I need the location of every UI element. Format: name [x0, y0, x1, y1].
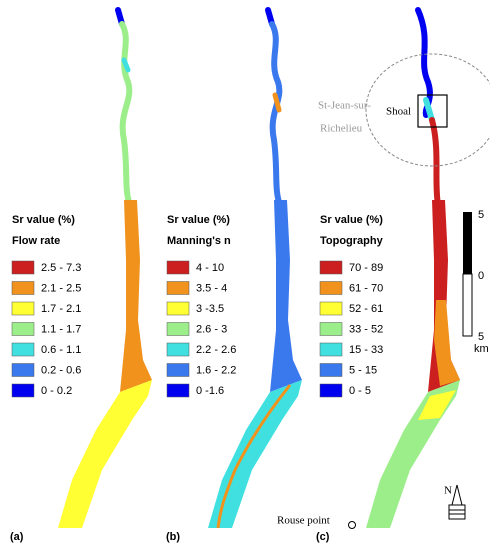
legend-label: 15 - 33	[349, 344, 383, 356]
legend-label: 2.1 - 2.5	[41, 282, 81, 294]
legend-swatch	[319, 301, 343, 316]
legend-swatch	[166, 363, 190, 377]
legend-label: 3 -3.5	[196, 303, 224, 315]
legend-swatch	[11, 363, 35, 377]
legend-title: Sr value (%)	[167, 214, 230, 226]
river-b	[265, 7, 283, 208]
north-arrow	[448, 484, 466, 520]
legend-swatch	[166, 322, 190, 336]
river-c-mid2	[434, 300, 460, 386]
river-a-low	[58, 380, 152, 528]
scale-bar-bottom	[462, 273, 473, 337]
legend-label: 1.1 - 1.7	[41, 323, 81, 335]
rouse-point-label: Rouse point	[277, 515, 330, 527]
scale-label: 0	[478, 270, 484, 282]
legend-swatch	[11, 301, 35, 316]
legend-swatch	[166, 301, 190, 316]
river-b-mid	[270, 200, 302, 392]
river-b-low	[208, 380, 302, 528]
scale-bar-top	[463, 212, 472, 274]
river-a	[115, 7, 133, 208]
legend-swatch	[166, 383, 190, 398]
place-label: St-Jean-sur-	[318, 100, 371, 112]
legend-label: 2.6 - 3	[196, 323, 227, 335]
panel-label: (a)	[10, 531, 24, 543]
legend-swatch	[11, 342, 35, 357]
legend-title: Sr value (%)	[12, 214, 75, 226]
legend-swatch	[11, 322, 35, 336]
legend-label: 0 - 0.2	[41, 385, 72, 397]
place-label: Richelieu	[320, 123, 363, 135]
legend-label: 61 - 70	[349, 282, 383, 294]
legend-label: 0.2 - 0.6	[41, 364, 81, 376]
shoal-box	[417, 94, 448, 128]
rouse-point-marker	[348, 521, 356, 529]
north-label: N	[444, 485, 452, 497]
panel-label: (c)	[316, 531, 330, 543]
legend-label: 1.6 - 2.2	[196, 364, 236, 376]
legend-label: 2.5 - 7.3	[41, 262, 81, 274]
legend-swatch	[166, 342, 190, 357]
river-a-mid	[120, 200, 152, 392]
legend-label: 33 - 52	[349, 323, 383, 335]
legend-subtitle: Flow rate	[12, 235, 60, 247]
legend-swatch	[166, 281, 190, 295]
legend-swatch	[319, 322, 343, 336]
legend-swatch	[166, 260, 190, 275]
legend-label: 0 - 5	[349, 385, 371, 397]
legend-swatch	[319, 342, 343, 357]
legend-swatch	[11, 260, 35, 275]
scale-label: 5	[478, 331, 484, 343]
panel-label: (b)	[166, 531, 180, 543]
legend-label: 3.5 - 4	[196, 282, 227, 294]
legend-swatch	[319, 363, 343, 377]
river-b-channel	[216, 384, 292, 529]
legend-subtitle: Topography	[320, 235, 384, 247]
legend-title: Sr value (%)	[320, 214, 383, 226]
legend-swatch	[319, 260, 343, 275]
legend-subtitle: Manning's n	[167, 235, 231, 247]
legend-label: 0 -1.6	[196, 385, 224, 397]
legend-label: 4 - 10	[196, 262, 224, 274]
river-c-low2	[418, 390, 456, 420]
legend-label: 2.2 - 2.6	[196, 344, 236, 356]
river-c	[415, 7, 441, 208]
legend-label: 70 - 89	[349, 262, 383, 274]
scale-label: 5	[478, 209, 484, 221]
shoal-label: Shoal	[386, 106, 411, 118]
legend-label: 0.6 - 1.1	[41, 344, 81, 356]
legend-label: 5 - 15	[349, 364, 377, 376]
legend-label: 1.7 - 2.1	[41, 303, 81, 315]
legend-swatch	[319, 383, 343, 398]
legend-label: 52 - 61	[349, 303, 383, 315]
scale-unit: km	[474, 343, 489, 355]
shoal-ellipse	[365, 53, 490, 167]
legend-swatch	[11, 281, 35, 295]
legend-swatch	[319, 281, 343, 295]
legend-swatch	[11, 383, 35, 398]
